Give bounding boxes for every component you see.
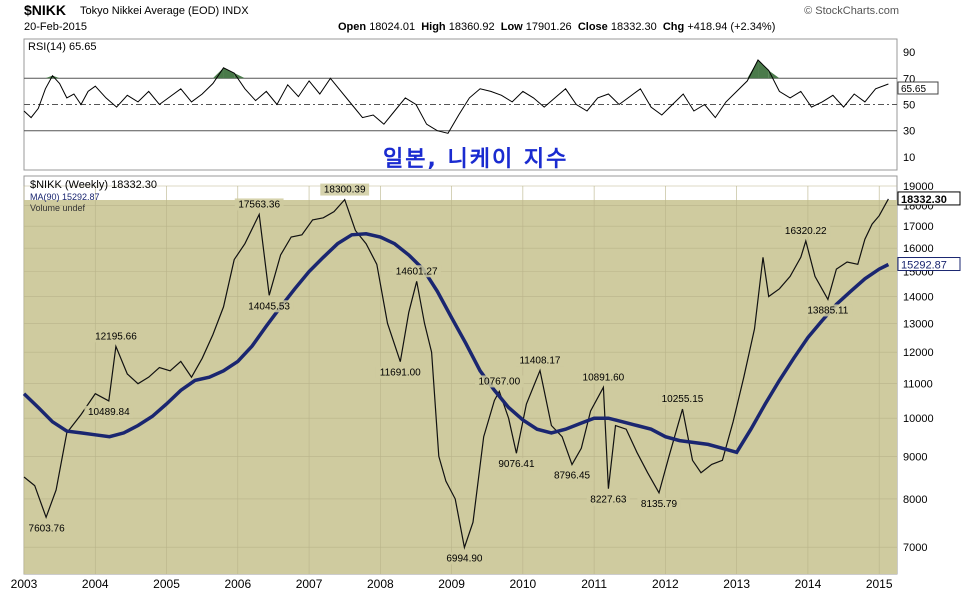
price-annotation: 12195.66 [95, 331, 137, 342]
price-panel: 7603.76 10489.84 12195.66 17563.36 14045.53 1… [11, 175, 961, 591]
price-annotation: 16320.22 [785, 226, 827, 237]
ma-legend: MA(90) 15292.87 [30, 192, 100, 202]
price-annotation: 10255.15 [662, 394, 704, 405]
x-axis: 2003 2004 2005 2006 2007 2008 2009 2010 2011 2012… [11, 577, 893, 591]
chart-description: Tokyo Nikkei Average (EOD) INDX [80, 5, 249, 17]
annotation-bg [494, 458, 539, 471]
x-tick-2008: 2008 [367, 577, 394, 591]
annotation-bg [234, 198, 284, 211]
annotation-bg [375, 366, 425, 379]
rsi-line [23, 59, 889, 134]
annotation-bg [392, 265, 442, 278]
x-tick-2013: 2013 [723, 577, 750, 591]
price-annotation: 10489.84 [88, 407, 130, 418]
price-annotation: 14601.27 [396, 266, 438, 277]
price-tick-19000: 19000 [903, 181, 934, 193]
rsi-tick-90: 90 [903, 47, 915, 59]
price-annotation: 8796.45 [554, 471, 591, 482]
price-grid [23, 185, 897, 574]
price-line [23, 198, 889, 550]
price-tick-13000: 13000 [903, 318, 934, 330]
price-annotation: 9076.41 [498, 459, 535, 470]
price-annotation: 14045.53 [248, 301, 290, 312]
chart-date: 20-Feb-2015 [24, 21, 87, 33]
annotation-bg [550, 469, 594, 482]
price-annotation: 6994.90 [446, 553, 483, 564]
annotation-bg [781, 224, 831, 237]
price-annotation: 11691.00 [380, 368, 421, 379]
x-tick-2009: 2009 [438, 577, 465, 591]
rsi-tick-30: 30 [903, 126, 915, 138]
annotation-bg [320, 183, 370, 196]
rsi-overbought-segment [223, 67, 235, 79]
x-tick-2007: 2007 [296, 577, 323, 591]
price-annotation: 8135.79 [641, 499, 678, 510]
rsi-last-value-tag: 65.65 [897, 81, 939, 95]
last-ma-value: 15292.87 [901, 260, 947, 272]
price-tick-17000: 17000 [903, 221, 934, 233]
price-y-axis: 7000800090001000011000120001300014000150… [903, 181, 934, 554]
price-tick-11000: 11000 [903, 379, 933, 391]
price-annotations: 7603.76 10489.84 12195.66 17563.36 14045.53 1… [25, 183, 853, 565]
price-annotation: 10891.60 [583, 372, 625, 383]
price-tick-7000: 7000 [903, 542, 927, 554]
annotation-bg [25, 522, 69, 535]
annotation-bg [515, 354, 565, 367]
price-annotation: 17563.36 [238, 199, 280, 210]
rsi-last-value: 65.65 [901, 84, 926, 95]
ma90-line [22, 232, 890, 455]
x-tick-2015: 2015 [866, 577, 893, 591]
annotation-bg [586, 493, 630, 506]
rsi-legend: RSI(14) 65.65 [28, 41, 96, 53]
annotation-bg [442, 552, 487, 565]
stockcharts-logo: © StockCharts.com [804, 5, 899, 17]
rsi-overbought-segment [212, 67, 224, 79]
price-annotation: 18300.39 [324, 185, 366, 196]
x-tick-2011: 2011 [581, 577, 607, 591]
ohlc-readout: Open 18024.01 High 18360.92 Low 17901.26… [338, 21, 776, 33]
annotation-bg [474, 375, 524, 388]
annotation-bg [244, 300, 294, 313]
rsi-overbought-segment [758, 59, 769, 79]
price-tick-12000: 12000 [903, 347, 934, 359]
price-tick-10000: 10000 [903, 413, 934, 425]
chart-symbol: $NIKK [24, 2, 67, 18]
rsi-overbought-segment [45, 75, 53, 79]
last-ma-tag: 15292.87 [897, 257, 961, 272]
annotation-bg [803, 304, 853, 317]
price-annotation: 13885.11 [807, 305, 848, 316]
price-annotation: 10767.00 [478, 376, 520, 387]
price-tick-16000: 16000 [903, 243, 934, 255]
price-tick-8000: 8000 [903, 494, 927, 506]
price-tick-9000: 9000 [903, 451, 927, 463]
rsi-tick-50: 50 [903, 100, 915, 112]
price-tick-14000: 14000 [903, 291, 934, 303]
x-tick-2006: 2006 [224, 577, 251, 591]
price-legend: $NIKK (Weekly) 18332.30 [30, 179, 157, 191]
x-tick-2014: 2014 [795, 577, 822, 591]
last-price-tag: 18332.30 [897, 191, 961, 206]
x-tick-2005: 2005 [153, 577, 180, 591]
x-tick-2003: 2003 [11, 577, 38, 591]
annotation-bg [84, 405, 134, 418]
annotation-korean: 일본, 니케이 지수 [383, 147, 569, 172]
price-annotation: 11408.17 [519, 356, 560, 367]
x-tick-2004: 2004 [82, 577, 109, 591]
last-price-value: 18332.30 [901, 194, 947, 206]
annotation-bg [658, 393, 707, 406]
annotation-bg [637, 497, 681, 510]
rsi-tick-10: 10 [903, 152, 915, 164]
annotation-bg [91, 330, 141, 343]
annotation-bg [578, 371, 628, 384]
price-annotation: 8227.63 [590, 495, 627, 506]
price-annotation: 7603.76 [29, 523, 66, 534]
volume-legend: Volume undef [30, 203, 86, 213]
x-tick-2012: 2012 [652, 577, 679, 591]
x-tick-2010: 2010 [510, 577, 537, 591]
